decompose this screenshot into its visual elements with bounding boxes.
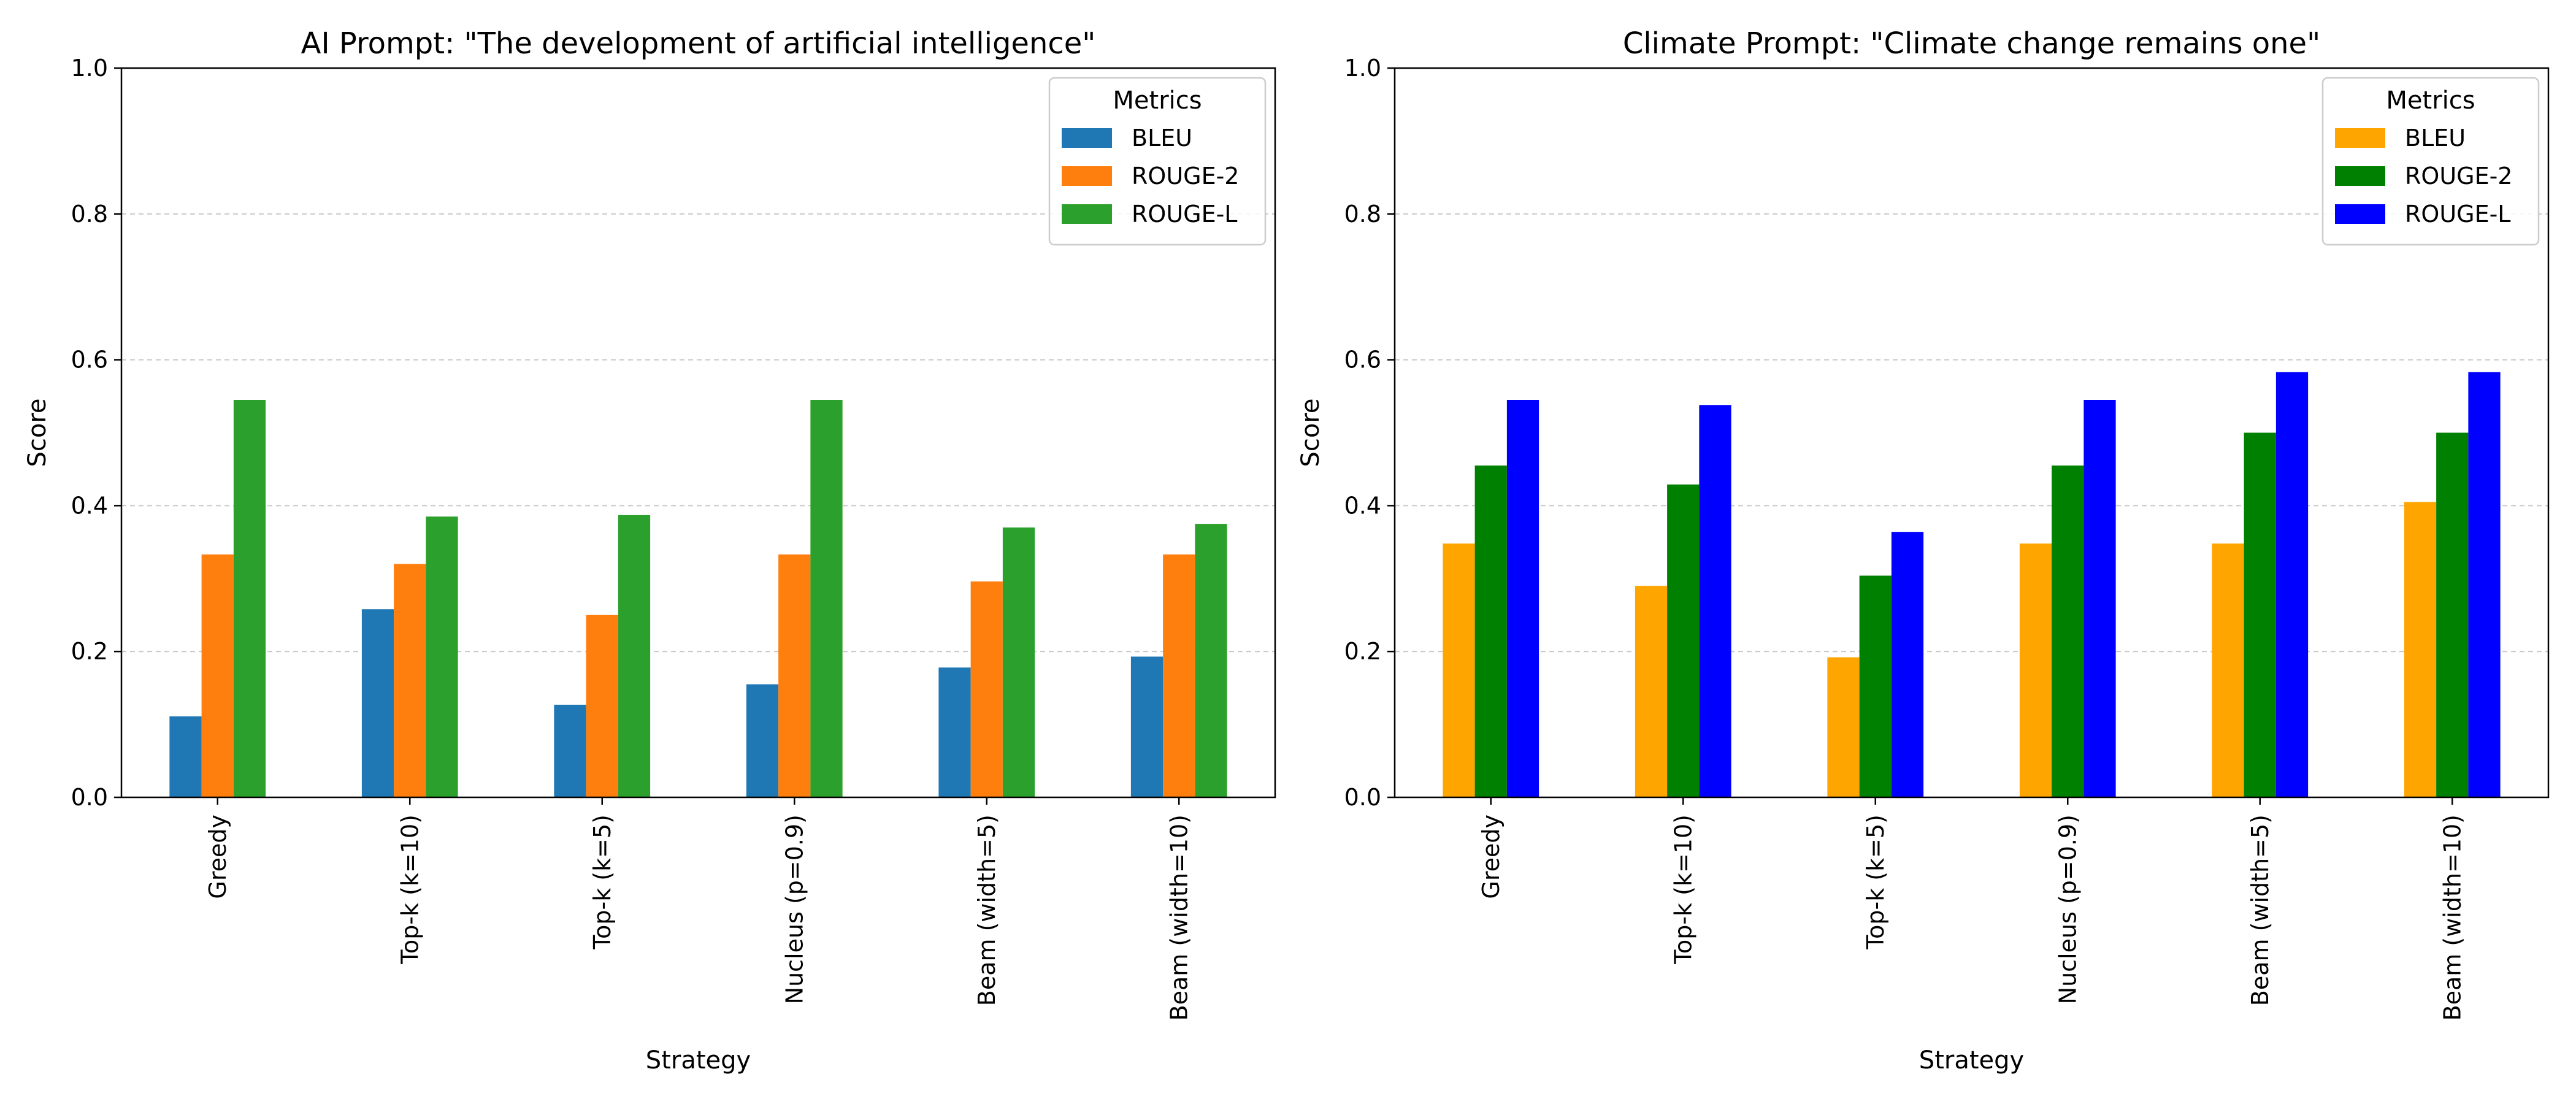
legend-box <box>1048 77 1267 246</box>
chart-panel-ai-prompt: 0.0 0.2 0.4 0.6 0.8 1.0 Greedy Top-k (k=10) Top-… <box>23 26 1276 1075</box>
y-axis-label: Score <box>1297 398 1325 467</box>
legend-title: Metrics <box>1113 86 1202 115</box>
bar-bleu <box>746 684 779 797</box>
chart-panel-climate-prompt: 0.0 0.2 0.4 0.6 0.8 1.0 Greedy Top-k (k=10) Top-… <box>1297 26 2550 1075</box>
x-tick-label: Top-k (k=5) <box>1862 815 1889 950</box>
legend-label-rouge-2: ROUGE-2 <box>1132 163 1239 190</box>
x-axis-label: Strategy <box>1919 1046 2024 1075</box>
legend-swatch-rouge-2 <box>2335 166 2385 186</box>
bar-rouge-2 <box>201 554 234 797</box>
chart-title: Climate Prompt: "Climate change remains … <box>1623 26 2320 61</box>
bar-rouge-l <box>1506 399 1539 797</box>
x-tick-label: Top-k (k=10) <box>396 815 423 965</box>
y-axis-label: Score <box>23 398 52 467</box>
bar-rouge-2 <box>1667 484 1700 797</box>
bar-bleu <box>2019 543 2052 797</box>
bar-rouge-l <box>1002 527 1035 797</box>
bar-rouge-2 <box>1474 466 1507 797</box>
bar-bleu <box>1130 656 1163 797</box>
bar-rouge-l <box>810 399 843 797</box>
bar-rouge-l <box>1699 405 1731 797</box>
y-tick-label: 0.0 <box>71 784 108 811</box>
bar-rouge-l <box>1891 532 1924 797</box>
y-tick-label: 1.0 <box>1344 55 1381 82</box>
y-tick-label: 0.6 <box>1344 347 1381 374</box>
legend-box <box>2321 77 2540 246</box>
bar-rouge-l <box>233 399 266 797</box>
chart-title: AI Prompt: "The development of artificia… <box>301 26 1096 61</box>
bar-rouge-2 <box>970 581 1003 797</box>
x-tick-label: Top-k (k=10) <box>1669 815 1696 965</box>
bar-bleu <box>361 609 394 797</box>
bar-rouge-2 <box>1859 575 1892 797</box>
legend-swatch-bleu <box>1062 128 1112 148</box>
legend-swatch-bleu <box>2335 128 2385 148</box>
bar-rouge-2 <box>394 564 426 797</box>
bar-bleu <box>2212 543 2244 797</box>
y-tick-label: 0.8 <box>71 201 108 228</box>
legend-label-rouge-l: ROUGE-L <box>1132 201 1237 228</box>
bar-rouge-2 <box>1163 554 1195 797</box>
bar-rouge-l <box>2083 399 2116 797</box>
bar-rouge-2 <box>586 615 618 797</box>
bar-bleu <box>1827 657 1860 797</box>
legend-label-rouge-2: ROUGE-2 <box>2405 163 2512 190</box>
bar-rouge-l <box>426 516 458 797</box>
y-tick-label: 0.4 <box>1344 492 1381 519</box>
bar-bleu <box>1443 543 1475 797</box>
x-tick-label: Greedy <box>204 815 231 899</box>
y-tick-label: 1.0 <box>71 55 108 82</box>
y-tick-label: 0.2 <box>71 638 108 665</box>
bar-rouge-2 <box>2244 432 2276 797</box>
bar-bleu <box>1635 586 1668 797</box>
y-tick-label: 0.8 <box>1344 201 1381 228</box>
legend-swatch-rouge-l <box>2335 204 2385 224</box>
x-tick-label: Beam (width=10) <box>2439 815 2466 1021</box>
x-tick-label: Beam (width=5) <box>973 815 1000 1006</box>
x-tick-label: Top-k (k=5) <box>589 815 616 950</box>
bar-rouge-l <box>2275 372 2309 797</box>
bar-bleu <box>938 667 971 797</box>
bar-rouge-2 <box>2436 432 2469 797</box>
y-tick-label: 0.4 <box>71 492 108 519</box>
legend-label-rouge-l: ROUGE-L <box>2405 201 2510 228</box>
x-tick-label: Beam (width=10) <box>1165 815 1192 1021</box>
x-tick-label: Nucleus (p=0.9) <box>781 815 808 1004</box>
bar-rouge-l <box>618 515 651 797</box>
bar-rouge-l <box>1195 524 1227 797</box>
x-axis-label: Strategy <box>646 1046 751 1075</box>
plot-frame <box>1393 67 2550 799</box>
bar-bleu <box>2404 502 2437 797</box>
bar-rouge-l <box>2468 372 2501 797</box>
y-tick-label: 0.6 <box>71 347 108 374</box>
bar-bleu <box>169 716 202 797</box>
legend-swatch-rouge-l <box>1062 204 1112 224</box>
bar-bleu <box>554 704 586 797</box>
bar-rouge-2 <box>778 554 811 797</box>
legend-label-bleu: BLEU <box>1132 125 1192 151</box>
legend-title: Metrics <box>2386 86 2475 115</box>
legend-label-bleu: BLEU <box>2405 125 2466 151</box>
bar-rouge-2 <box>2052 466 2084 797</box>
x-tick-label: Greedy <box>1478 815 1505 899</box>
y-tick-label: 0.2 <box>1344 638 1381 665</box>
x-tick-label: Nucleus (p=0.9) <box>2054 815 2081 1004</box>
y-tick-label: 0.0 <box>1344 784 1381 811</box>
x-tick-label: Beam (width=5) <box>2247 815 2274 1006</box>
legend-swatch-rouge-2 <box>1062 166 1112 186</box>
plot-frame <box>120 67 1276 799</box>
